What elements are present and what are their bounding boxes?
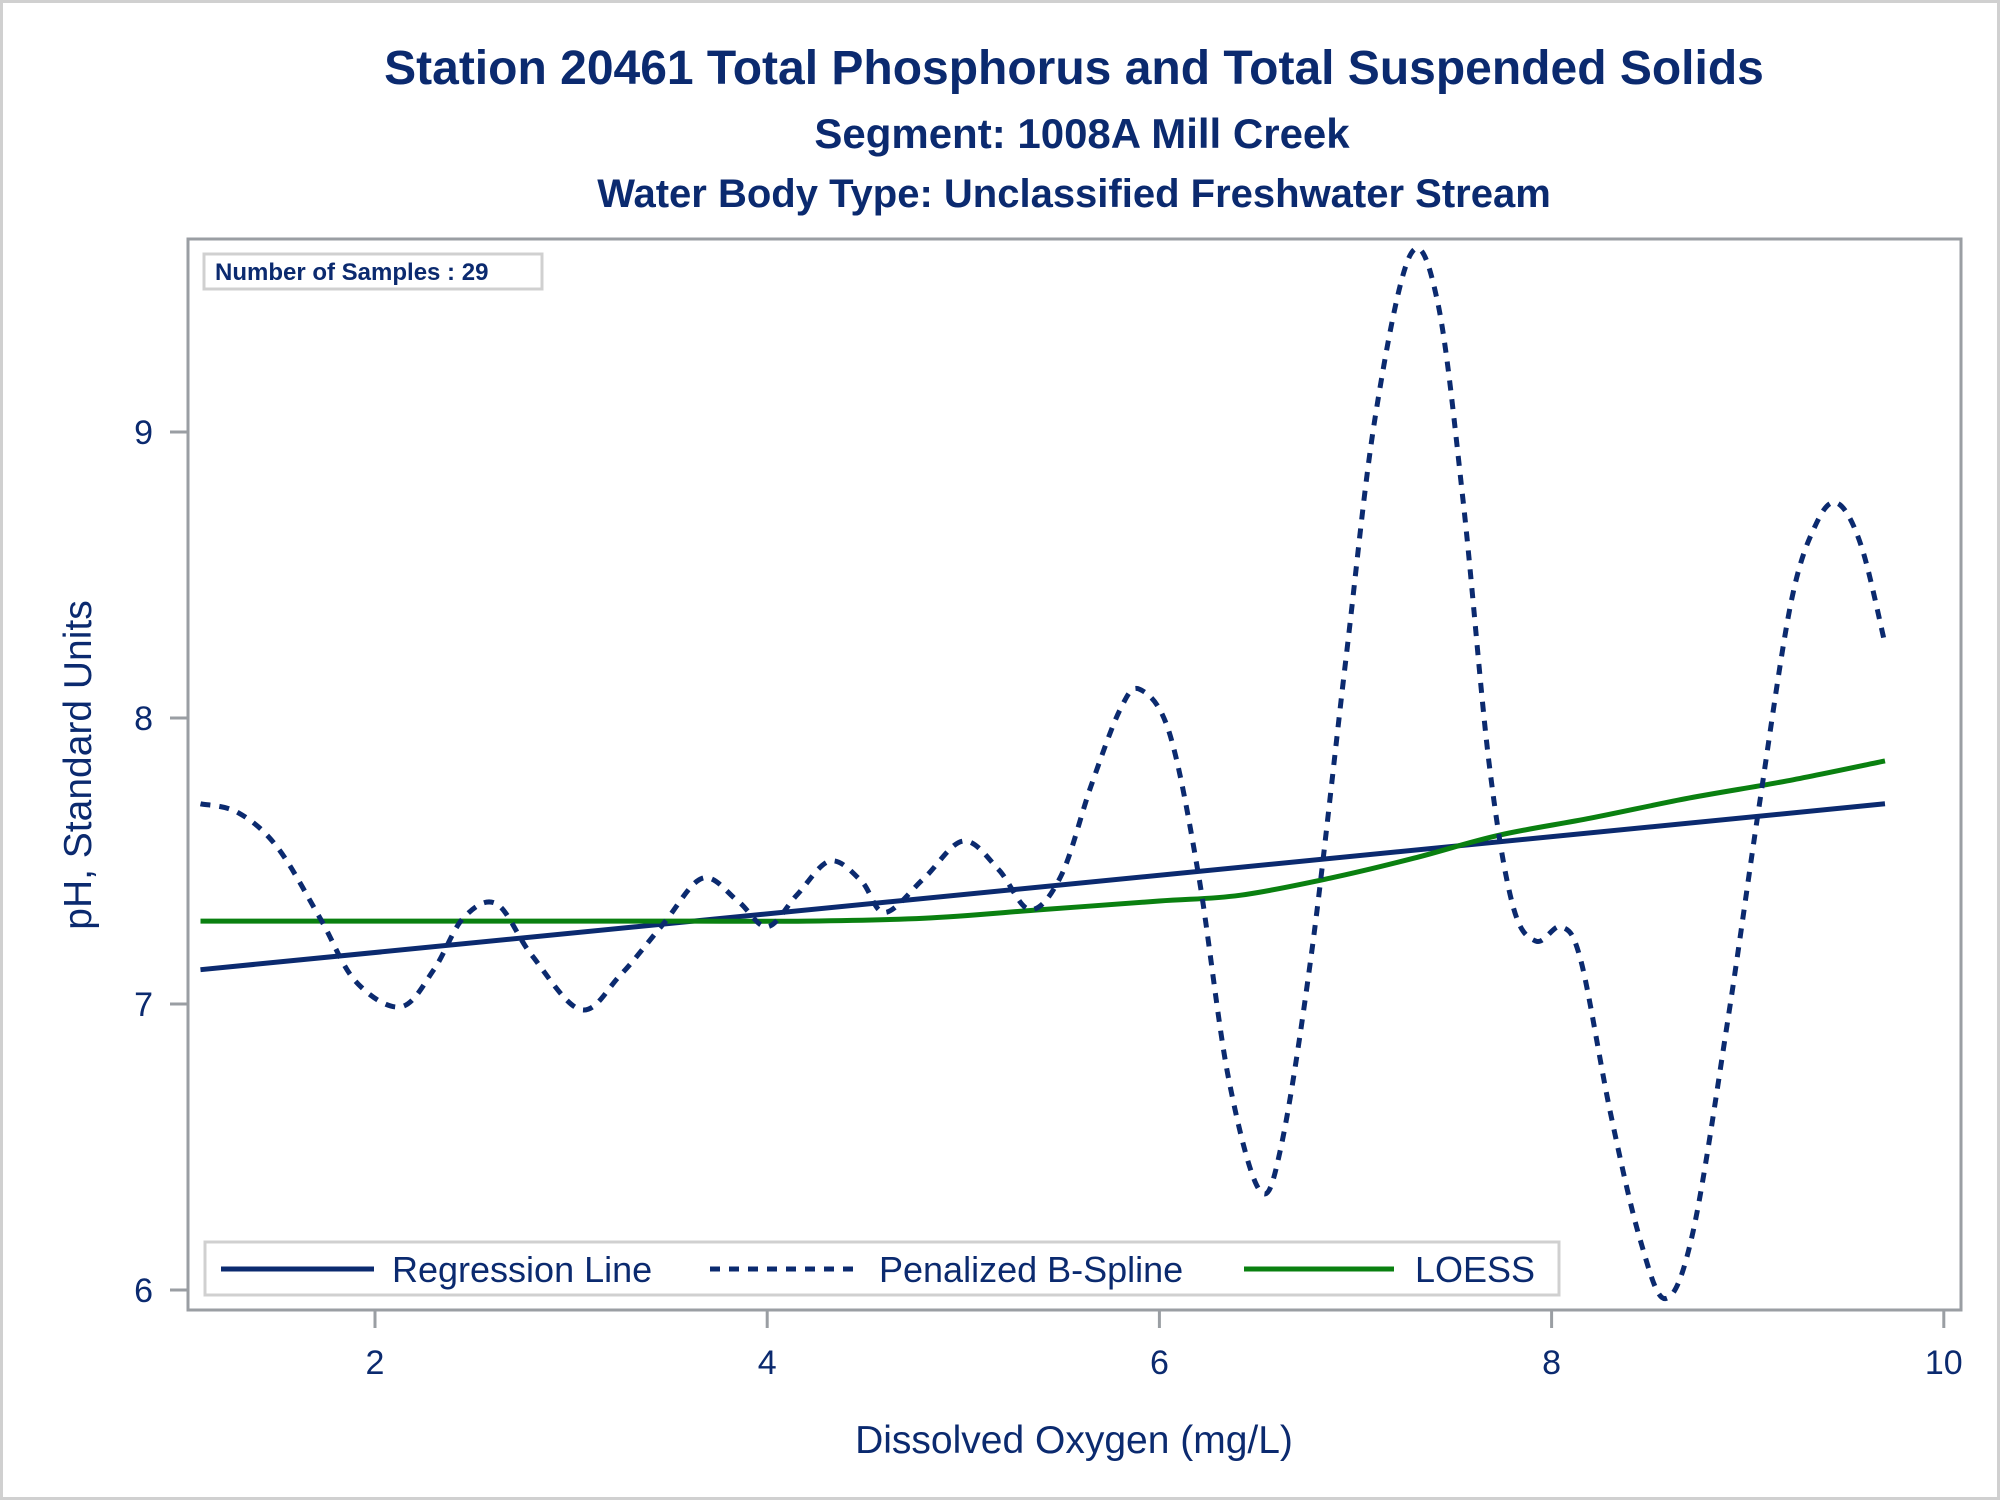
sample-count-label: Number of Samples : 29 bbox=[215, 259, 488, 286]
y-tick-label: 8 bbox=[134, 700, 153, 738]
x-tick-label: 6 bbox=[1150, 1344, 1169, 1382]
y-tick-label: 9 bbox=[134, 414, 153, 452]
y-tick-label: 7 bbox=[134, 986, 153, 1024]
series-layer bbox=[199, 245, 1888, 1302]
sample-count-box: Number of Samples : 29 bbox=[202, 252, 544, 291]
y-axis: 6 7 8 9 bbox=[134, 414, 188, 1310]
y-tick-label: 6 bbox=[134, 1272, 153, 1310]
y-axis-title: pH, Standard Units bbox=[57, 600, 100, 930]
legend-item-spline[interactable]: Penalized B-Spline bbox=[710, 1249, 1183, 1290]
chart-subtitle-2: Water Body Type: Unclassified Freshwater… bbox=[597, 172, 1551, 216]
series-penalized-b-spline bbox=[199, 245, 1888, 1302]
x-tick-label: 4 bbox=[758, 1344, 777, 1382]
plot-area-frame bbox=[186, 237, 1963, 1312]
legend-label-spline: Penalized B-Spline bbox=[879, 1249, 1183, 1290]
x-tick-label: 10 bbox=[1925, 1344, 1963, 1382]
series-loess bbox=[200, 758, 1886, 924]
x-axis-title: Dissolved Oxygen (mg/L) bbox=[855, 1419, 1293, 1462]
chart-title: Station 20461 Total Phosphorus and Total… bbox=[384, 42, 1764, 95]
series-regression-line bbox=[200, 801, 1886, 973]
legend-label-regression: Regression Line bbox=[392, 1249, 652, 1290]
legend-item-loess[interactable]: LOESS bbox=[1244, 1249, 1535, 1290]
legend-item-regression[interactable]: Regression Line bbox=[221, 1249, 652, 1290]
legend: Regression Line Penalized B-Spline LOESS bbox=[203, 1240, 1561, 1297]
legend-label-loess: LOESS bbox=[1415, 1249, 1535, 1290]
x-axis: 2 4 6 8 10 bbox=[366, 1310, 1963, 1382]
sample-count-frame bbox=[202, 252, 544, 291]
x-tick-label: 8 bbox=[1542, 1344, 1561, 1382]
x-tick-label: 2 bbox=[366, 1344, 385, 1382]
chart-subtitle: Segment: 1008A Mill Creek bbox=[814, 110, 1350, 157]
